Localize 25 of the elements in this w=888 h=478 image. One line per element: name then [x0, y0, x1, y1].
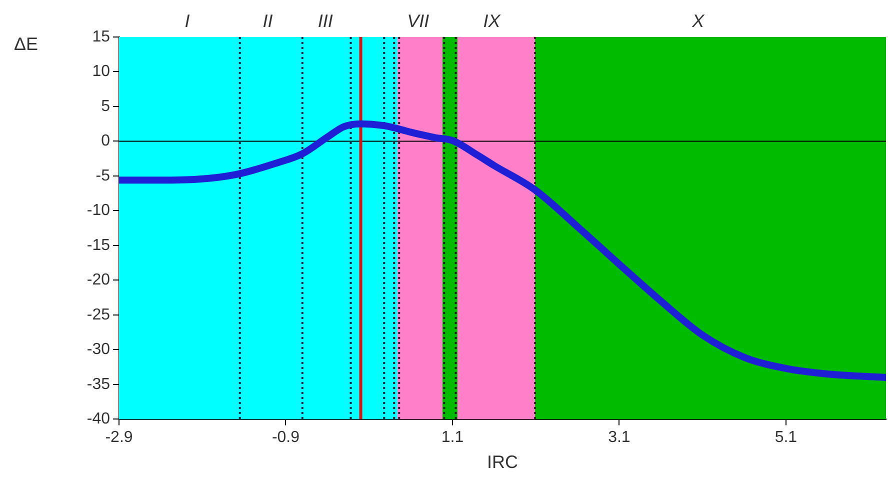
x-tick-label: 5.1 — [774, 429, 798, 446]
y-tick-label: 10 — [92, 63, 110, 80]
y-tick-label: -40 — [86, 410, 110, 428]
y-tick-label: -20 — [86, 272, 110, 289]
y-axis-title: ΔE — [14, 34, 38, 54]
y-tick-label: 5 — [101, 98, 110, 115]
text: II — [262, 11, 273, 31]
y-tick-label: -15 — [86, 236, 110, 254]
text: X — [691, 11, 706, 31]
y-tick-label: -35 — [86, 376, 110, 393]
y-tick-label: -30 — [86, 341, 110, 358]
text: VII — [407, 11, 430, 31]
y-tick-label: -10 — [86, 202, 110, 220]
x-tick-label: 3.1 — [608, 429, 630, 446]
x-axis-title: IRC — [487, 452, 518, 472]
y-tick-label: 15 — [92, 28, 110, 46]
text: IX — [483, 11, 502, 31]
y-tick-label: -25 — [86, 306, 110, 324]
y-tick-label: -5 — [96, 167, 110, 184]
y-tick-label: 0 — [101, 132, 110, 150]
x-tick-label: -2.9 — [105, 429, 133, 446]
x-tick-label: 1.1 — [441, 429, 464, 446]
x-tick-label: -0.9 — [272, 429, 300, 446]
text: I — [184, 11, 190, 31]
text: III — [318, 11, 333, 31]
